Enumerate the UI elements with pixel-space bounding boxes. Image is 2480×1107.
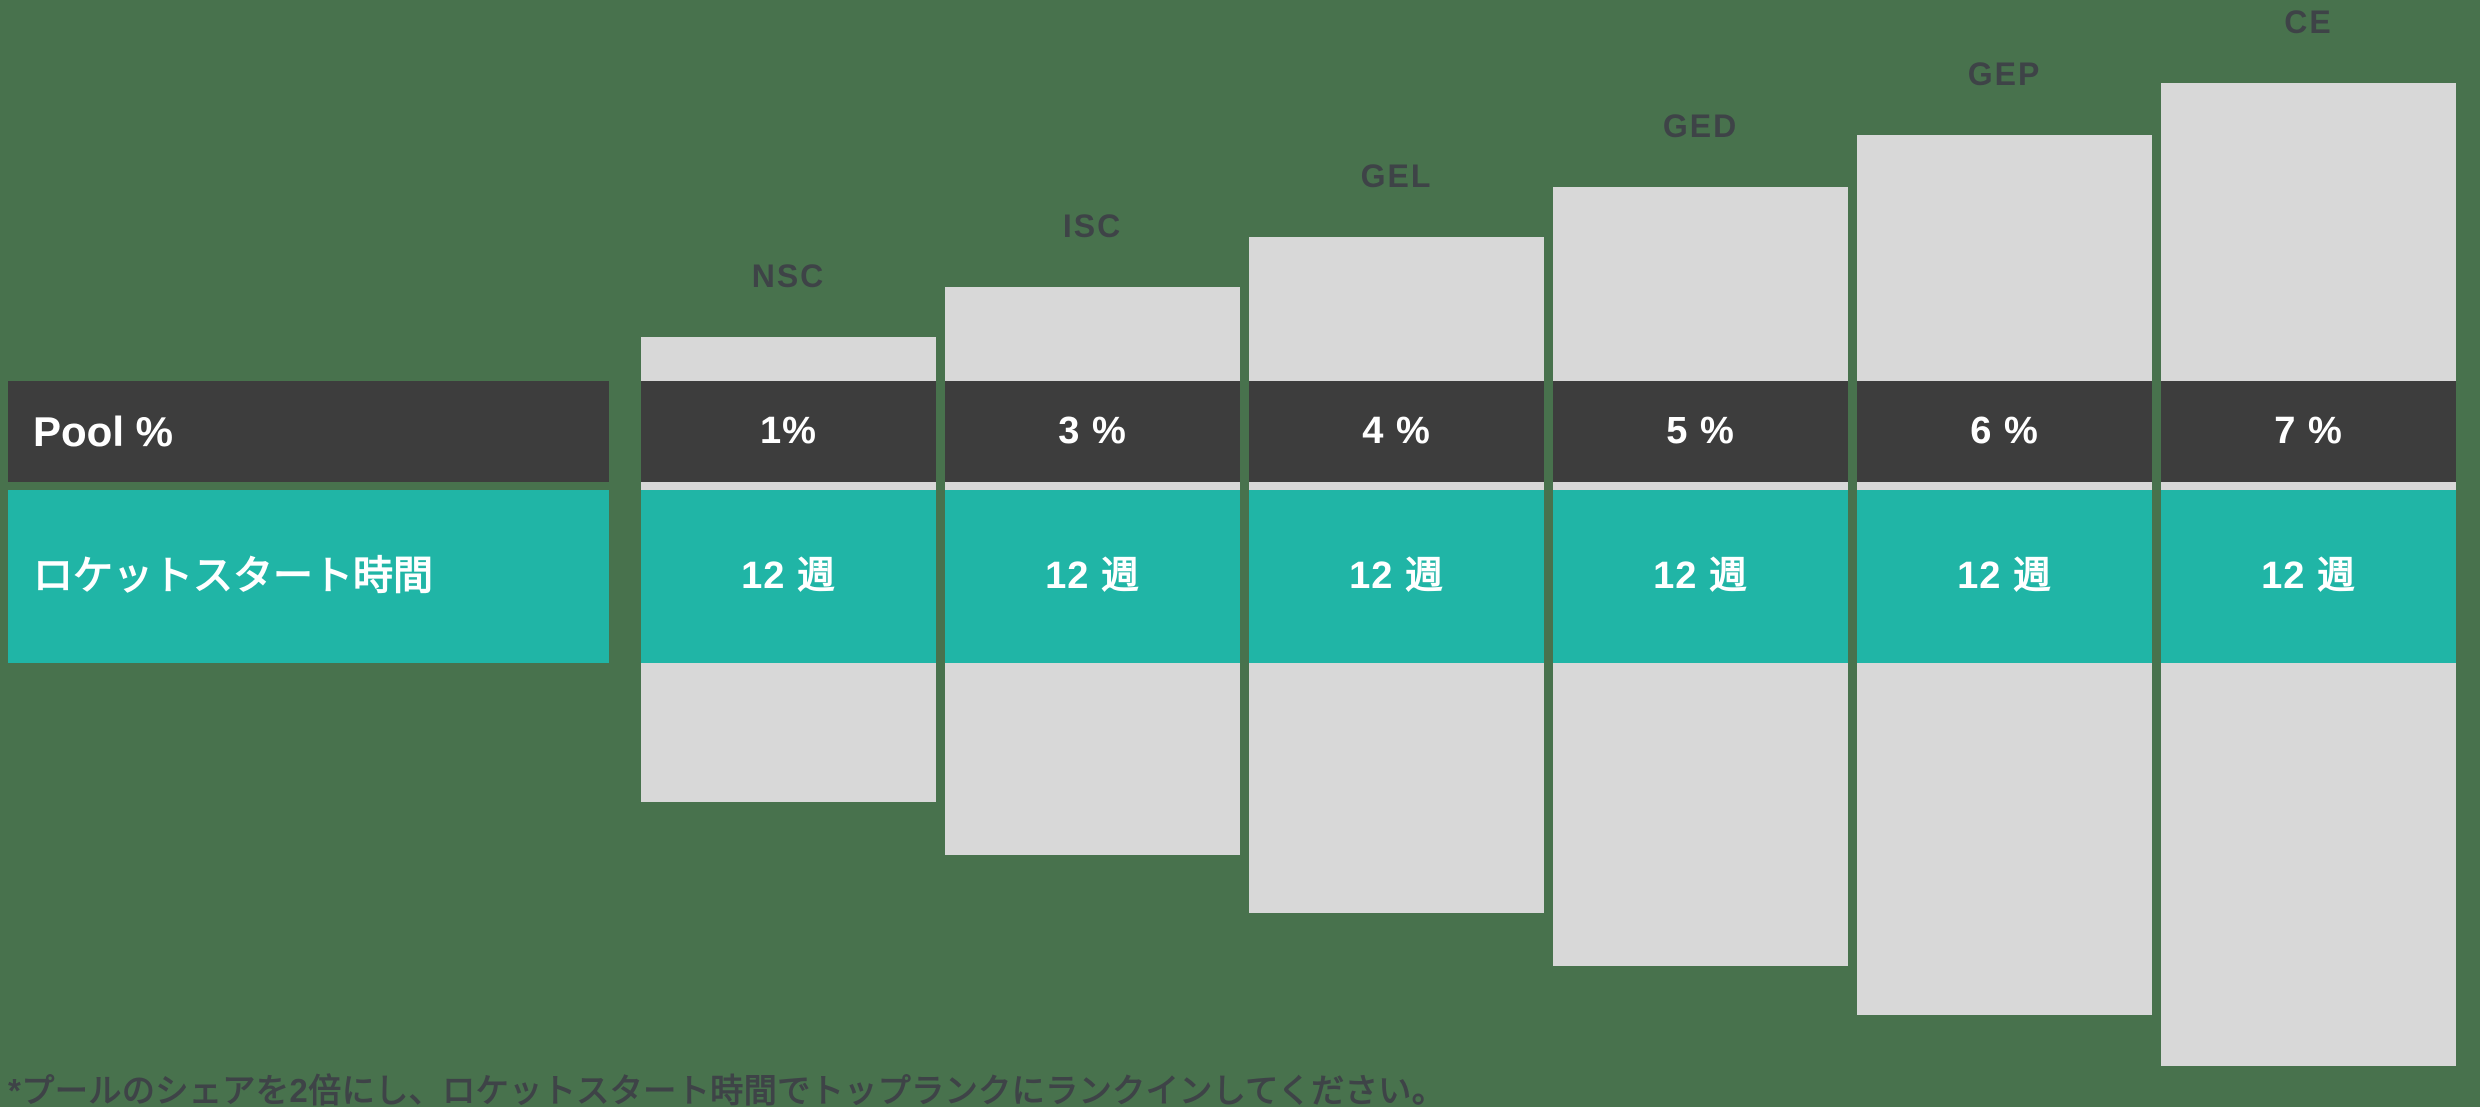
column-nsc: NSC 1% 12 週 <box>641 0 936 1107</box>
column-ce: CE 7 % 12 週 <box>2161 0 2456 1107</box>
pool-value-gel: 4 % <box>1249 381 1544 482</box>
row-header-rocket: ロケットスタート時間 <box>8 490 609 663</box>
column-gep: GEP 6 % 12 週 <box>1857 0 2152 1107</box>
rocket-value-nsc: 12 週 <box>641 490 936 663</box>
footnote: *プールのシェアを2倍にし、ロケットスタート時間でトップランクにランクインしてく… <box>8 1072 1446 1107</box>
rocket-value-ged: 12 週 <box>1553 490 1848 663</box>
column-label-gep: GEP <box>1967 56 2042 92</box>
pool-row-label: Pool % <box>33 408 174 455</box>
column-isc: ISC 3 % 12 週 <box>945 0 1240 1107</box>
column-gel: GEL 4 % 12 週 <box>1249 0 1544 1107</box>
rocket-value-ce: 12 週 <box>2161 490 2456 663</box>
column-label-gel: GEL <box>1360 158 1433 194</box>
pool-value-ce: 7 % <box>2161 381 2456 482</box>
pool-value-nsc: 1% <box>641 381 936 482</box>
rocket-row-label: ロケットスタート時間 <box>33 554 433 598</box>
column-label-ce: CE <box>2284 4 2333 40</box>
column-label-nsc: NSC <box>751 258 826 294</box>
column-label-isc: ISC <box>1062 208 1123 244</box>
rocket-value-isc: 12 週 <box>945 490 1240 663</box>
pool-value-ged: 5 % <box>1553 381 1848 482</box>
column-label-ged: GED <box>1662 108 1739 144</box>
pool-value-gep: 6 % <box>1857 381 2152 482</box>
row-header-pool: Pool % <box>8 381 609 482</box>
column-ged: GED 5 % 12 週 <box>1553 0 1848 1107</box>
pool-value-isc: 3 % <box>945 381 1240 482</box>
rocket-value-gel: 12 週 <box>1249 490 1544 663</box>
rocket-value-gep: 12 週 <box>1857 490 2152 663</box>
